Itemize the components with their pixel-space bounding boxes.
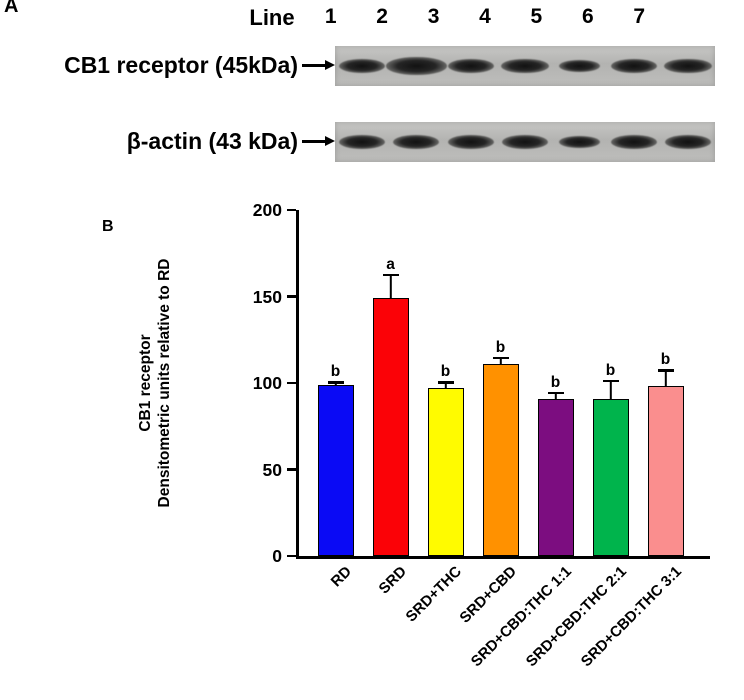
error-bar-stem [609, 379, 612, 399]
y-axis [296, 210, 299, 558]
error-bar-stem [554, 391, 557, 399]
significance-letter: b [440, 363, 451, 381]
bar-group: b [583, 362, 638, 556]
significance-letter: b [605, 361, 616, 379]
significance-letter: a [386, 256, 395, 274]
y-axis-title: CB1 receptor Densitometric units relativ… [136, 259, 174, 508]
lane-number: 4 [479, 5, 491, 28]
error-bar-stem [389, 274, 392, 299]
lane-number: 5 [530, 5, 543, 28]
lane-number: 1 [324, 5, 337, 28]
y-tick-label: 150 [252, 286, 282, 307]
bar-group: b [473, 339, 528, 556]
y-axis-title-line2: Densitometric units relative to RD [156, 258, 173, 508]
bar [592, 398, 629, 556]
y-tick-label: 100 [252, 373, 282, 393]
blot-row-label-cb1: CB1 receptor (45kDa) [64, 52, 298, 78]
blot-band [339, 59, 386, 73]
bar [482, 363, 519, 556]
significance-letter: b [660, 351, 671, 369]
x-axis-labels: RD SRD SRD+THC SRD+CBD SRD+CBD:THC 1:1 SRD+CB… [308, 563, 693, 698]
y-tick-label: 200 [252, 200, 282, 220]
y-tick-mark [287, 468, 296, 471]
y-axis-title-line1: CB1 receptor [137, 334, 154, 432]
lane-header-label: Line [249, 5, 295, 30]
lane-number: 7 [633, 5, 646, 28]
bar-group: b [528, 374, 583, 556]
error-bar-stem [499, 357, 502, 364]
error-bar-stem [444, 381, 447, 389]
error-bar [437, 381, 454, 389]
lane-number: 3 [427, 5, 440, 28]
right-arrow-icon [302, 136, 335, 145]
panel-a-label: A [4, 0, 19, 17]
right-arrow-icon [302, 60, 335, 69]
error-bar [602, 379, 619, 399]
bar [537, 398, 574, 556]
error-bar [657, 369, 674, 387]
y-tick-label: 50 [262, 459, 282, 480]
error-bar-stem [334, 381, 337, 385]
bar [317, 384, 354, 556]
error-bar [547, 391, 564, 399]
blot-band [500, 58, 550, 74]
x-axis-label: RD [327, 563, 355, 591]
blot-band [663, 58, 712, 74]
error-bar-stem [664, 369, 667, 387]
bar-chart: CB1 receptor Densitometric units relativ… [0, 200, 744, 700]
blot-band [339, 135, 386, 149]
blot-band [664, 135, 711, 149]
x-axis [296, 556, 710, 559]
lane-numbers: 1 2 3 4 5 6 7 [305, 5, 665, 29]
lane-number: 2 [376, 5, 388, 28]
blot-band [502, 135, 548, 149]
x-axis-label: SRD+CBD:THC 3:1 [577, 563, 685, 671]
error-bar [492, 357, 509, 364]
y-tick-mark [287, 295, 296, 298]
bar [427, 388, 464, 556]
blot-band [447, 59, 494, 73]
significance-letter: b [550, 373, 561, 391]
error-bar [382, 274, 399, 299]
y-tick-mark [287, 381, 296, 385]
blot-band [610, 135, 657, 149]
y-tick-label: 0 [272, 546, 282, 566]
blot-band [559, 135, 600, 149]
blot-band [558, 59, 600, 73]
bar-group: b [638, 351, 693, 556]
significance-letter: b [330, 363, 341, 381]
bar [372, 298, 409, 556]
x-axis-label: SRD [375, 563, 410, 598]
x-axis-label: SRD+THC [402, 563, 465, 626]
bars-area: b a b b b b b [308, 210, 693, 556]
y-tick-mark [287, 208, 296, 212]
blot-strip-actin [335, 122, 715, 162]
bar-group: b [418, 363, 473, 556]
blot-strip-cb1 [335, 46, 715, 86]
significance-letter: b [495, 339, 506, 357]
blot-row-label-actin: β-actin (43 kDa) [126, 128, 298, 154]
y-tick-mark [287, 554, 296, 558]
bar [647, 386, 684, 556]
blot-band [447, 135, 494, 149]
blot-band [610, 59, 657, 73]
blot-band [393, 135, 440, 149]
error-bar [327, 381, 344, 385]
x-axis-label: SRD+CBD:THC 1:1 [467, 563, 575, 671]
bar-group: b [308, 363, 363, 556]
panel-b-label: B [102, 218, 114, 235]
x-axis-label: SRD+CBD:THC 2:1 [522, 563, 630, 671]
bar-group: a [363, 256, 418, 556]
blot-band [386, 56, 447, 76]
lane-number: 6 [581, 5, 594, 28]
